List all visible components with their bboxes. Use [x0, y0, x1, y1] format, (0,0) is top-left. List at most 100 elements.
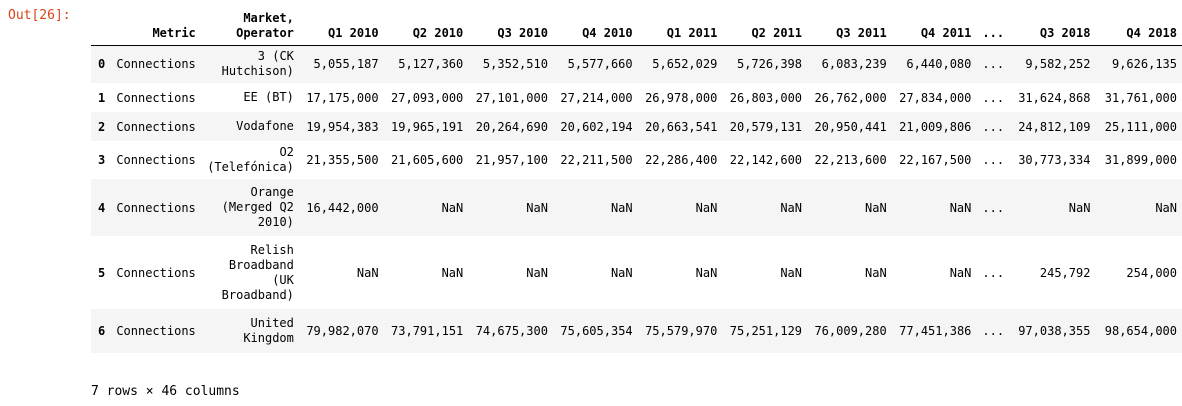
value-cell: 76,009,280 [814, 324, 887, 338]
table-row: 3 Connections O2 (Telefónica) 21,355,500 21,6… [91, 141, 1182, 179]
value-cell: 75,605,354 [560, 324, 633, 338]
shape-summary: 7 rows × 46 columns [91, 384, 240, 399]
value-cell: 21,605,600 [391, 153, 464, 167]
value-cell: 75,251,129 [729, 324, 803, 338]
value-cell: 245,792 [1039, 265, 1091, 280]
value-cell: 75,579,970 [645, 324, 718, 338]
operator-cell: 3 (CK Hutchison) [221, 49, 294, 79]
operator-cell: Orange (Merged Q2 2010) [221, 185, 294, 229]
value-cell: 31,761,000 [1104, 90, 1177, 105]
value-cell: 31,624,868 [1018, 90, 1091, 105]
value-cell: 22,213,600 [814, 153, 887, 167]
row-index: 3 [98, 153, 106, 167]
ellipsis-cell: ... [982, 153, 1005, 167]
value-cell: 21,009,806 [899, 119, 972, 134]
table-row: 5 Connections Relish Broadband (UK Broadband)… [91, 236, 1182, 309]
value-cell: NaN [949, 200, 972, 215]
value-cell: 5,726,398 [736, 57, 803, 72]
value-cell: 21,355,500 [306, 153, 379, 167]
column-header: Q2 2011 [722, 5, 808, 46]
value-cell: NaN [441, 200, 464, 215]
value-cell: 79,982,070 [306, 324, 379, 338]
row-index: 4 [98, 200, 106, 215]
row-index: 2 [98, 119, 106, 134]
value-cell: 22,167,500 [899, 153, 972, 167]
column-header: Q4 2011 [891, 5, 977, 46]
operator-cell: Vodafone [236, 119, 294, 133]
ellipsis-cell: ... [982, 200, 1005, 215]
value-cell: NaN [695, 265, 718, 280]
column-header: Q1 2011 [637, 5, 723, 46]
value-cell: 16,442,000 [306, 200, 379, 215]
value-cell: 25,111,000 [1104, 119, 1177, 134]
table-row: 6 Connections United Kingdom 79,982,070 73,79… [91, 309, 1182, 353]
value-cell: NaN [610, 265, 633, 280]
value-cell: NaN [1068, 200, 1091, 215]
column-header: Metric [110, 5, 201, 46]
table-row: 1 Connections EE (BT) 17,175,000 27,093,000 2… [91, 83, 1182, 112]
value-cell: NaN [780, 265, 803, 280]
value-cell: 20,950,441 [814, 119, 887, 134]
metric-cell: Connections [116, 90, 196, 105]
column-header: Q1 2010 [298, 5, 384, 46]
value-cell: 5,352,510 [482, 57, 548, 72]
value-cell: 19,965,191 [391, 119, 464, 134]
column-header: Q3 2011 [807, 5, 892, 46]
table-row: 0 Connections 3 (CK Hutchison) 5,055,187 5,12… [91, 45, 1182, 83]
value-cell: NaN [441, 265, 464, 280]
value-cell: 27,214,000 [560, 90, 633, 105]
value-cell: NaN [865, 200, 887, 215]
value-cell: NaN [526, 200, 548, 215]
value-cell: NaN [695, 200, 718, 215]
row-index: 0 [98, 57, 106, 72]
value-cell: NaN [1155, 200, 1177, 215]
ellipsis-cell: ... [982, 90, 1005, 105]
value-cell: 30,773,334 [1018, 153, 1091, 167]
column-header: Q3 2010 [468, 5, 553, 46]
value-cell: 19,954,383 [306, 119, 379, 134]
table-row: 4 Connections Orange (Merged Q2 2010) 16,442,… [91, 179, 1182, 236]
value-cell: 22,211,500 [560, 153, 633, 167]
value-cell: 74,675,300 [475, 324, 548, 338]
operator-cell: United Kingdom [243, 316, 294, 345]
ellipsis-cell: ... [982, 119, 1005, 134]
value-cell: 27,101,000 [475, 90, 548, 105]
dataframe-table: Metric Market, Operator Q1 2010 Q2 2010 Q3 20… [91, 5, 1182, 353]
value-cell: 98,654,000 [1104, 324, 1177, 338]
dataframe-output: Metric Market, Operator Q1 2010 Q2 2010 Q3 20… [91, 5, 1182, 377]
value-cell: 254,000 [1126, 265, 1177, 280]
operator-cell: Relish Broadband (UK Broadband) [221, 242, 294, 302]
metric-cell: Connections [116, 265, 196, 280]
value-cell: 26,803,000 [729, 90, 803, 105]
value-cell: NaN [949, 265, 972, 280]
value-cell: 27,093,000 [391, 90, 464, 105]
value-cell: NaN [526, 265, 548, 280]
value-cell: 22,142,600 [729, 153, 803, 167]
value-cell: 24,812,109 [1018, 119, 1091, 134]
row-index: 1 [98, 90, 106, 105]
column-header: Market, Operator [200, 5, 299, 46]
ellipsis-cell: ... [982, 265, 1005, 280]
column-header [91, 5, 111, 46]
value-cell: 6,440,080 [906, 57, 972, 72]
value-cell: 20,602,194 [560, 119, 633, 134]
metric-cell: Connections [116, 200, 196, 215]
value-cell: 26,978,000 [645, 90, 718, 105]
value-cell: NaN [780, 200, 803, 215]
value-cell: 21,957,100 [475, 153, 548, 167]
value-cell: 20,579,131 [729, 119, 803, 134]
row-index: 5 [98, 265, 106, 280]
value-cell: 9,626,135 [1111, 57, 1177, 72]
value-cell: NaN [610, 200, 633, 215]
metric-cell: Connections [116, 119, 196, 134]
value-cell: 27,834,000 [899, 90, 972, 105]
output-prompt: Out[26]: [8, 8, 71, 23]
operator-cell: O2 (Telefónica) [207, 145, 294, 174]
value-cell: 5,127,360 [398, 57, 464, 72]
metric-cell: Connections [116, 153, 196, 167]
column-header: Q2 2010 [383, 5, 469, 46]
metric-cell: Connections [116, 324, 196, 338]
value-cell: 20,663,541 [645, 119, 718, 134]
value-cell: 5,055,187 [313, 57, 379, 72]
value-cell: 77,451,386 [899, 324, 972, 338]
